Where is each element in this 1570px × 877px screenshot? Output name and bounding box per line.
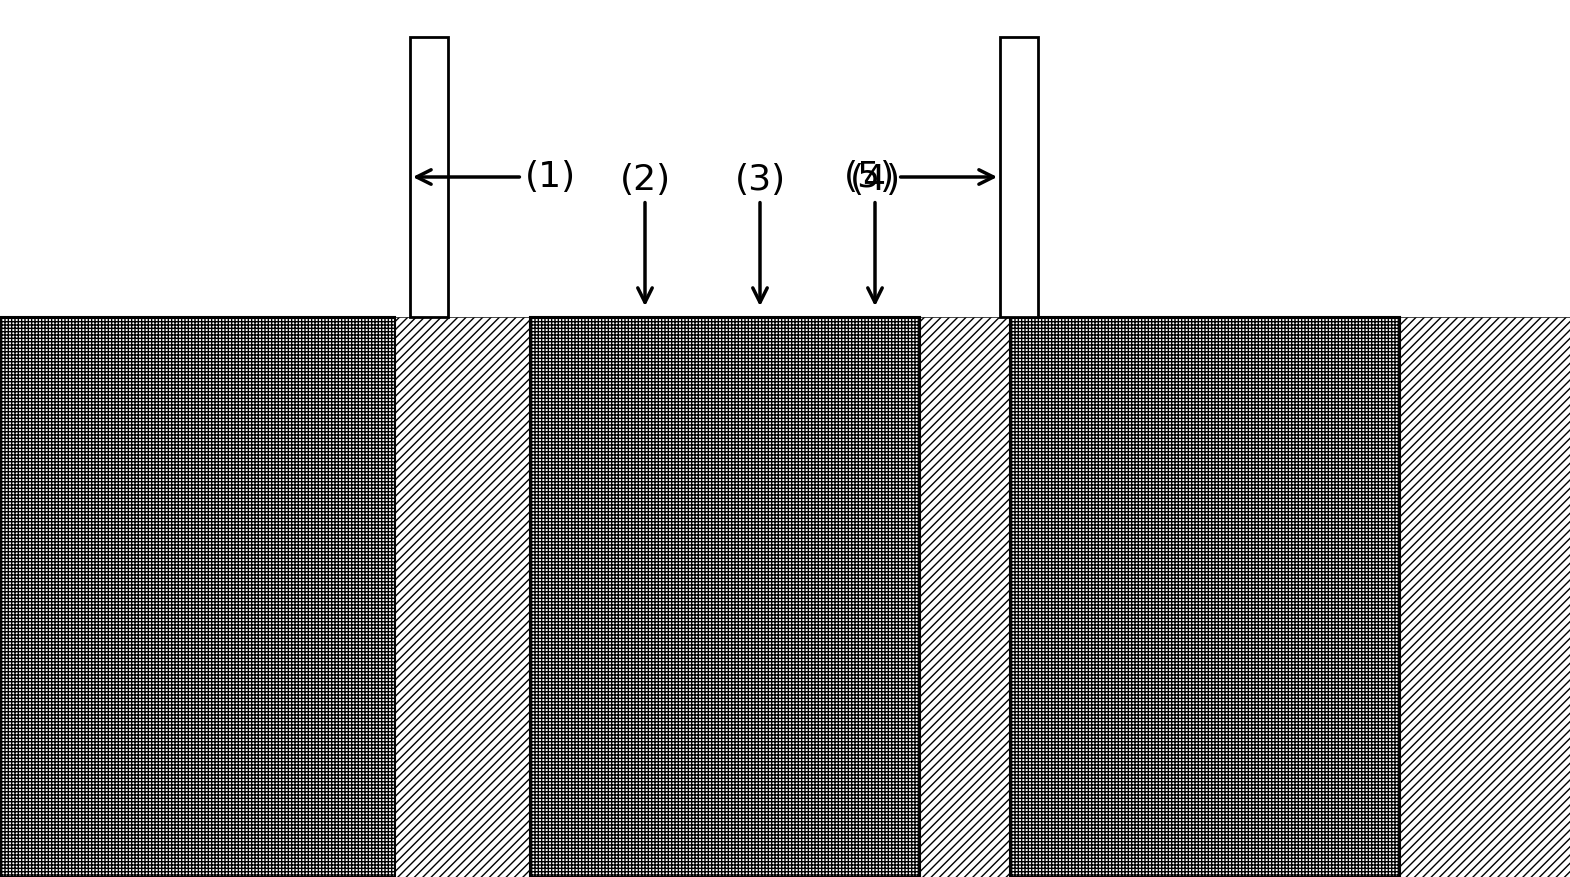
Text: (5): (5) — [845, 160, 994, 194]
Bar — [1010, 317, 1400, 877]
Text: (3): (3) — [735, 163, 785, 303]
Text: (4): (4) — [849, 163, 901, 303]
Bar — [0, 317, 396, 877]
Bar — [396, 317, 531, 877]
Bar — [531, 317, 920, 877]
Bar — [410, 37, 447, 317]
Text: (1): (1) — [416, 160, 576, 194]
Bar — [920, 317, 1010, 877]
Text: (2): (2) — [620, 163, 670, 303]
Bar — [1400, 317, 1570, 877]
Bar — [1000, 37, 1038, 317]
